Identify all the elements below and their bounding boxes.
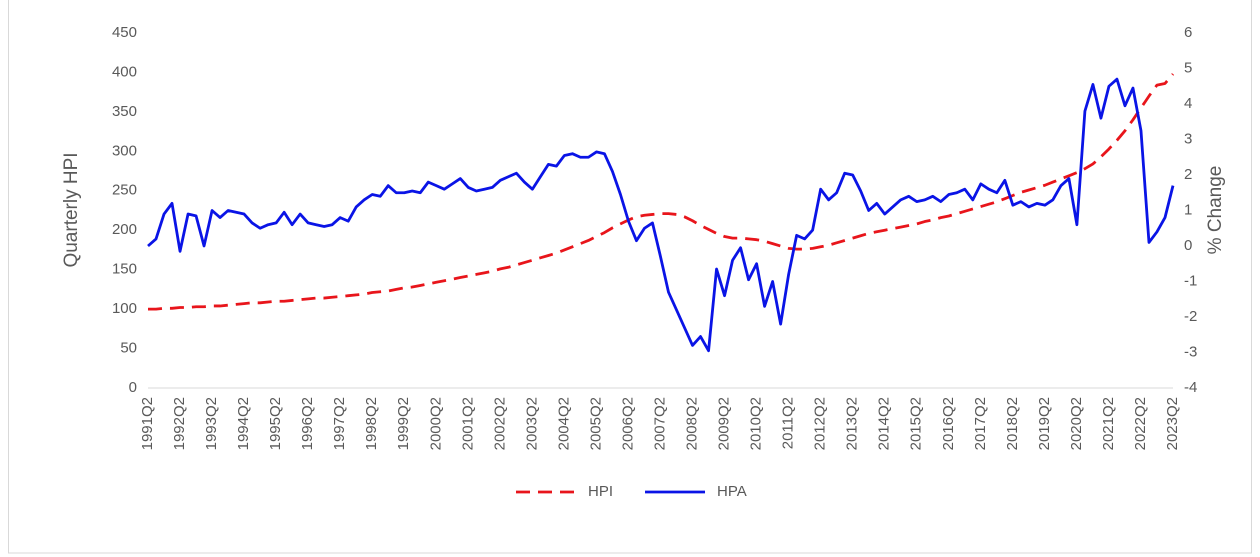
y-axis-title: Quarterly HPI — [61, 152, 82, 267]
y2-tick-label: 1 — [1184, 201, 1192, 218]
x-tick-label: 2006Q2 — [619, 397, 636, 450]
x-tick-label: 2007Q2 — [651, 397, 668, 450]
y2-tick-label: 2 — [1184, 166, 1192, 183]
x-tick-label: 2004Q2 — [555, 397, 572, 450]
line-hpi — [148, 73, 1175, 311]
x-tick-label: 1996Q2 — [299, 397, 316, 450]
x-tick-label: 2010Q2 — [748, 397, 765, 450]
x-tick-label: 2011Q2 — [780, 397, 797, 449]
x-tick-label: 2002Q2 — [491, 397, 508, 450]
y-tick-label: 350 — [112, 103, 137, 120]
y2-tick-label: -2 — [1184, 308, 1197, 325]
x-tick-label: 2005Q2 — [587, 397, 604, 450]
x-tick-label: 1991Q2 — [139, 397, 156, 450]
x-tick-label: 2013Q2 — [844, 397, 861, 450]
x-tick-label: 2000Q2 — [427, 397, 444, 450]
chart-frame — [8, 0, 1252, 554]
x-tick-label: 2017Q2 — [972, 397, 989, 450]
y-tick-label: 450 — [112, 24, 137, 41]
y-tick-label: 400 — [112, 63, 137, 80]
x-tick-label: 2021Q2 — [1100, 397, 1117, 450]
y2-tick-label: 0 — [1184, 237, 1192, 254]
y2-tick-label: 3 — [1184, 130, 1192, 147]
x-tick-label: 1999Q2 — [395, 397, 412, 450]
y2-tick-label: -4 — [1184, 379, 1197, 396]
x-tick-label: 2020Q2 — [1068, 397, 1085, 450]
y2-tick-label: 4 — [1184, 95, 1192, 112]
y-tick-label: 0 — [129, 379, 137, 396]
y2-axis-title: % Change — [1205, 166, 1226, 255]
legend-label: HPA — [717, 483, 747, 500]
y-tick-label: 300 — [112, 142, 137, 159]
y-tick-label: 150 — [112, 261, 137, 278]
x-tick-label: 2016Q2 — [940, 397, 957, 450]
line-hpa — [147, 77, 1175, 353]
y-tick-label: 250 — [112, 182, 137, 199]
x-tick-label: 2003Q2 — [523, 397, 540, 450]
x-tick-label: 2022Q2 — [1132, 397, 1149, 450]
legend-label: HPI — [588, 483, 613, 500]
x-tick-label: 1997Q2 — [331, 397, 348, 450]
y2-tick-label: 5 — [1184, 59, 1192, 76]
x-tick-label: 1994Q2 — [235, 397, 252, 450]
x-tick-label: 2008Q2 — [684, 397, 701, 450]
x-tick-label: 2009Q2 — [716, 397, 733, 450]
x-tick-label: 2012Q2 — [812, 397, 829, 450]
x-tick-label: 2019Q2 — [1036, 397, 1053, 450]
y-tick-label: 50 — [120, 340, 137, 357]
y-tick-label: 100 — [112, 300, 137, 317]
x-tick-label: 2018Q2 — [1004, 397, 1021, 450]
y2-tick-label: -1 — [1184, 272, 1197, 289]
y-tick-label: 200 — [112, 221, 137, 238]
x-tick-label: 2015Q2 — [908, 397, 925, 450]
x-tick-label: 2023Q2 — [1164, 397, 1181, 450]
x-tick-label: 1992Q2 — [171, 397, 188, 450]
x-tick-label: 1993Q2 — [203, 397, 220, 450]
x-tick-label: 1995Q2 — [267, 397, 284, 450]
x-tick-label: 2001Q2 — [459, 397, 476, 450]
x-tick-label: 2014Q2 — [876, 397, 893, 450]
x-tick-label: 1998Q2 — [363, 397, 380, 450]
y2-tick-label: -3 — [1184, 343, 1197, 360]
y2-tick-label: 6 — [1184, 24, 1192, 41]
